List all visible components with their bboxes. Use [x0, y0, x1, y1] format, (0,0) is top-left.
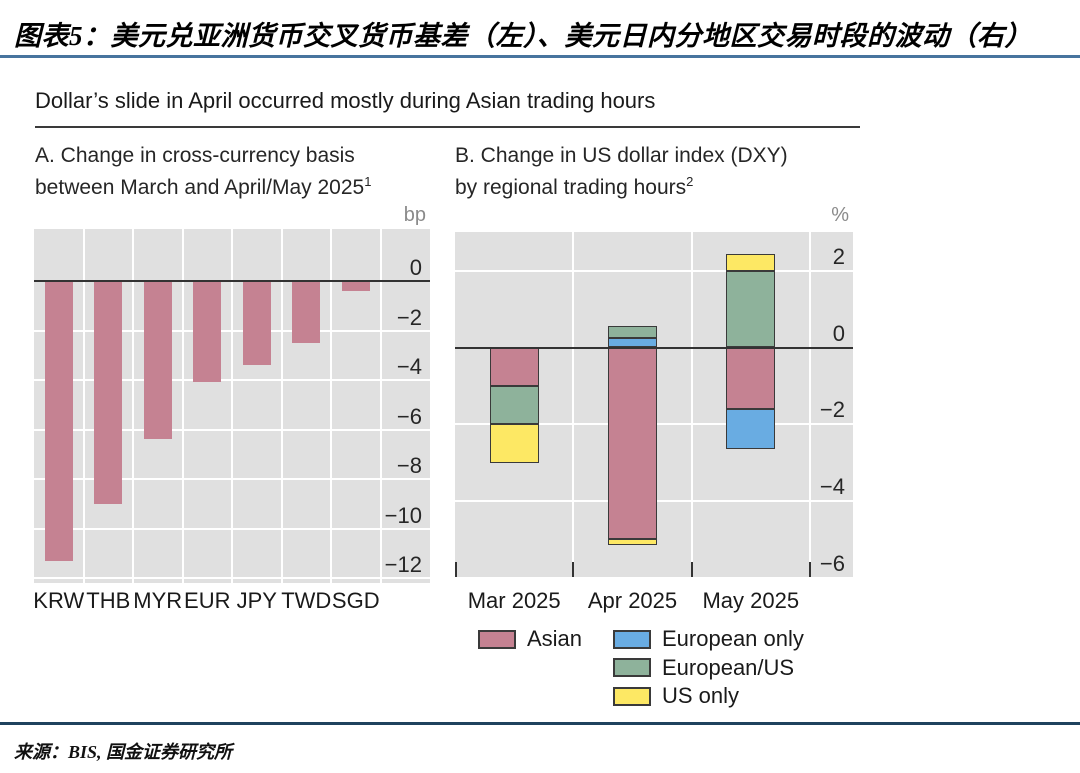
grid-line-vertical — [280, 229, 283, 583]
bar-myr — [143, 281, 172, 440]
x-tick-label: EUR — [184, 588, 231, 613]
subtitle-rule — [35, 126, 860, 128]
bar-thb — [94, 281, 123, 504]
zero-line — [34, 280, 430, 282]
bar-segment-european-us-may-2025 — [726, 270, 776, 348]
bottom-rule — [0, 722, 1080, 725]
bar-segment-us-only-may-2025 — [726, 253, 776, 271]
y-tick-label: −6 — [396, 403, 422, 429]
x-tick-label: JPY — [236, 588, 277, 613]
grid-line-horizontal — [34, 379, 430, 381]
x-tick-label: SGD — [331, 588, 380, 613]
y-tick-label: −10 — [384, 502, 422, 528]
panel-b-plot: 2 0 −2 −4 −6 — [455, 232, 853, 577]
bar-segment-asian-mar-2025 — [489, 347, 539, 386]
bar-segment-asian-may-2025 — [726, 347, 776, 409]
axis-tick-mark — [690, 562, 693, 577]
grid-line-horizontal — [34, 478, 430, 480]
bar-eur — [193, 281, 222, 383]
panel-a-title: A. Change in cross-currency basis betwee… — [35, 143, 435, 201]
bar-twd — [292, 281, 321, 343]
grid-line-vertical — [181, 229, 184, 583]
y-tick-label: −4 — [819, 473, 845, 499]
chart-subtitle: Dollar’s slide in April occurred mostly … — [35, 88, 656, 113]
legend-swatch — [613, 629, 651, 649]
legend-label: Asian — [527, 626, 583, 651]
bar-sgd — [341, 281, 370, 291]
y-tick-label: −2 — [396, 304, 422, 330]
grid-line-vertical — [132, 229, 134, 583]
bar-segment-asian-apr-2025 — [608, 347, 657, 540]
zero-line — [455, 346, 853, 349]
legend-item: Asian — [478, 626, 583, 651]
legend: Asian European only European/US US only — [455, 626, 875, 719]
panel-a-title-line1: A. Change in cross-currency basis — [35, 144, 355, 167]
bar-segment-european-us-apr-2025 — [608, 326, 657, 338]
axis-tick-mark — [455, 562, 457, 577]
x-tick-label: Mar 2025 — [467, 588, 561, 613]
source-line: 来源：BIS, 国金证券研究所 — [14, 742, 233, 762]
panel-a-plot: 0 −2 −4 −6 −8 −10 −12 — [34, 229, 430, 583]
bar-krw — [44, 281, 73, 561]
x-tick-label: Apr 2025 — [587, 588, 678, 613]
grid-line-horizontal — [34, 329, 430, 332]
axis-tick-mark — [809, 562, 811, 577]
y-tick-label: 0 — [409, 255, 422, 280]
grid-line-vertical — [379, 229, 382, 583]
x-tick-label: TWD — [281, 588, 332, 613]
bar-segment-us-only-mar-2025 — [489, 424, 539, 463]
panel-a-footnote: 1 — [364, 174, 372, 189]
legend-label: US only — [662, 683, 740, 708]
panel-b-title-line2: by regional trading hours — [455, 176, 687, 199]
top-rule — [0, 55, 1080, 58]
x-tick-label: KRW — [33, 588, 85, 613]
panel-a-xlabels: KRW THB MYR EUR JPY TWD SGD — [33, 588, 430, 615]
legend-swatch — [613, 686, 651, 706]
grid-line-vertical — [572, 232, 575, 577]
grid-line-vertical — [231, 229, 233, 583]
y-tick-label: −6 — [819, 550, 845, 576]
grid-line-vertical — [82, 229, 85, 583]
bar-segment-european-only-may-2025 — [726, 408, 776, 450]
grid-line-vertical — [690, 232, 693, 577]
y-tick-label: −8 — [396, 453, 422, 478]
legend-swatch — [613, 658, 651, 677]
legend-label: European/US — [662, 654, 795, 680]
panel-b-xlabels: Mar 2025 Apr 2025 May 2025 — [455, 589, 853, 615]
x-tick-label: MYR — [133, 588, 183, 613]
grid-line-vertical — [809, 232, 811, 577]
bar-segment-european-us-mar-2025 — [489, 385, 539, 425]
panel-b-title-line1: B. Change in US dollar index (DXY) — [455, 144, 788, 167]
grid-line-horizontal — [34, 527, 430, 530]
legend-item: European/US — [613, 654, 795, 680]
grid-line-horizontal — [34, 428, 430, 431]
grid-line-horizontal — [455, 269, 853, 272]
panel-a-unit-label: bp — [403, 204, 426, 226]
legend-swatch — [478, 629, 516, 649]
x-tick-label: THB — [86, 588, 131, 613]
y-tick-label: 2 — [832, 243, 845, 269]
x-tick-label: May 2025 — [702, 588, 800, 613]
y-tick-label: −12 — [384, 552, 422, 577]
grid-line-horizontal — [34, 577, 430, 579]
legend-label: European only — [662, 626, 804, 651]
grid-line-vertical — [330, 229, 332, 583]
legend-item: US only — [613, 683, 740, 708]
y-tick-label: −2 — [819, 397, 845, 423]
figure-title: 图表5：美元兑亚洲货币交叉货币基差（左）、美元日内分地区交易时段的波动（右） — [14, 21, 1032, 51]
bar-segment-us-only-apr-2025 — [608, 539, 657, 545]
panel-b-unit-label: % — [831, 204, 849, 226]
legend-item: European only — [613, 626, 804, 651]
panel-b-title: B. Change in US dollar index (DXY) by re… — [455, 143, 865, 201]
y-tick-label: 0 — [832, 320, 845, 346]
axis-tick-mark — [572, 562, 575, 577]
panel-a-title-line2: between March and April/May 2025 — [35, 176, 365, 199]
y-tick-label: −4 — [396, 354, 422, 379]
bar-jpy — [242, 281, 271, 366]
panel-b-footnote: 2 — [686, 174, 694, 189]
